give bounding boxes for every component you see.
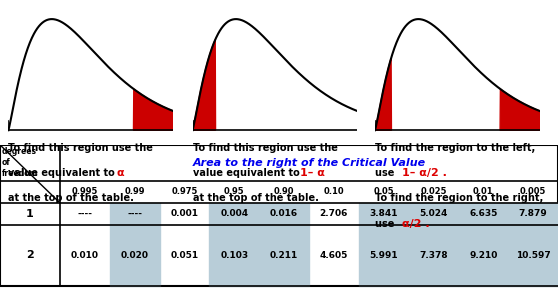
Text: 0.95: 0.95 (224, 187, 244, 196)
Bar (259, 225, 309, 286)
Text: 0.010: 0.010 (71, 251, 99, 260)
Text: 0.211: 0.211 (270, 251, 298, 260)
Text: To find this region use the: To find this region use the (193, 143, 338, 153)
Text: 2.706: 2.706 (320, 209, 348, 218)
Bar (508, 203, 558, 225)
Text: 0.025: 0.025 (420, 187, 447, 196)
Polygon shape (193, 40, 215, 130)
Text: 2: 2 (26, 251, 34, 260)
Text: 0.004: 0.004 (220, 209, 248, 218)
Text: degrees
of
freedom: degrees of freedom (2, 147, 39, 178)
Text: 0.051: 0.051 (170, 251, 199, 260)
Bar (359, 225, 408, 286)
Bar (110, 225, 160, 286)
Polygon shape (133, 89, 173, 130)
Text: 1: 1 (26, 209, 34, 219)
Text: value equivalent to: value equivalent to (8, 168, 118, 178)
Text: 0.90: 0.90 (274, 187, 295, 196)
Text: 6.635: 6.635 (469, 209, 498, 218)
Text: use: use (375, 168, 398, 178)
Text: α/2 .: α/2 . (402, 219, 430, 229)
Text: ----: ---- (127, 209, 142, 218)
Text: 0.10: 0.10 (324, 187, 344, 196)
Text: 0.103: 0.103 (220, 251, 248, 260)
Bar (110, 203, 160, 225)
Text: 0.99: 0.99 (124, 187, 145, 196)
Bar (209, 225, 259, 286)
Text: α: α (116, 168, 124, 178)
Text: 7.378: 7.378 (419, 251, 448, 260)
Text: use: use (375, 219, 398, 229)
Text: 0.975: 0.975 (171, 187, 198, 196)
Bar (408, 203, 459, 225)
Text: 0.016: 0.016 (270, 209, 298, 218)
Text: 0.01: 0.01 (473, 187, 494, 196)
Text: at the top of the table.: at the top of the table. (193, 193, 319, 203)
Polygon shape (375, 58, 392, 130)
Polygon shape (500, 89, 540, 130)
Text: To find this region use the: To find this region use the (8, 143, 153, 153)
Bar (359, 203, 408, 225)
Bar (209, 203, 259, 225)
Text: Area to the right of the Critical Value: Area to the right of the Critical Value (193, 158, 426, 168)
Text: value equivalent to: value equivalent to (193, 168, 302, 178)
Text: To find the region to the left,: To find the region to the left, (375, 143, 535, 153)
Text: 1– α/2 .: 1– α/2 . (402, 168, 446, 178)
Text: 3.841: 3.841 (369, 209, 398, 218)
Bar (508, 225, 558, 286)
Text: 0.05: 0.05 (373, 187, 394, 196)
Bar (259, 203, 309, 225)
Bar (459, 203, 508, 225)
Text: 0.001: 0.001 (171, 209, 199, 218)
Text: 0.020: 0.020 (121, 251, 148, 260)
Text: 9.210: 9.210 (469, 251, 498, 260)
Text: at the top of the table.: at the top of the table. (8, 193, 134, 203)
Text: 0.995: 0.995 (72, 187, 98, 196)
Text: To find the region to the right,: To find the region to the right, (375, 193, 543, 203)
Text: 10.597: 10.597 (516, 251, 551, 260)
Text: 5.991: 5.991 (369, 251, 398, 260)
Text: 7.879: 7.879 (519, 209, 547, 218)
Text: ----: ---- (78, 209, 93, 218)
Text: 1– α: 1– α (300, 168, 325, 178)
Text: 5.024: 5.024 (419, 209, 448, 218)
Text: 4.605: 4.605 (320, 251, 348, 260)
Text: 0.005: 0.005 (520, 187, 546, 196)
Bar (408, 225, 459, 286)
Bar (459, 225, 508, 286)
